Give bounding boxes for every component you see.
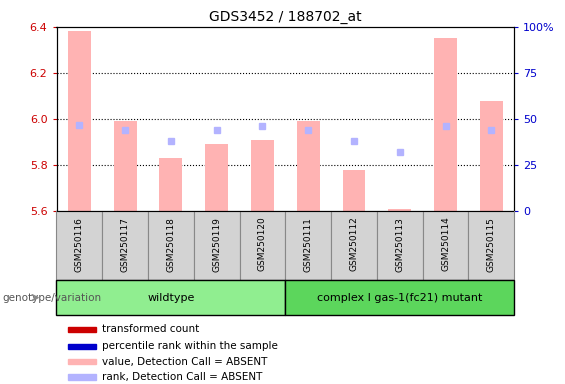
- Text: genotype/variation: genotype/variation: [3, 293, 102, 303]
- Bar: [56, 280, 285, 315]
- Bar: [251, 140, 274, 211]
- Text: rank, Detection Call = ABSENT: rank, Detection Call = ABSENT: [102, 372, 262, 382]
- Bar: [388, 209, 411, 211]
- Bar: [480, 101, 503, 211]
- Bar: [240, 211, 285, 280]
- Text: GSM250119: GSM250119: [212, 217, 221, 271]
- Bar: [468, 211, 514, 280]
- Bar: [68, 344, 96, 349]
- Bar: [194, 211, 240, 280]
- Text: transformed count: transformed count: [102, 324, 199, 334]
- Bar: [285, 211, 331, 280]
- Bar: [297, 121, 320, 211]
- Bar: [377, 211, 423, 280]
- Text: GSM250112: GSM250112: [350, 217, 358, 271]
- Text: value, Detection Call = ABSENT: value, Detection Call = ABSENT: [102, 357, 267, 367]
- Bar: [68, 31, 91, 211]
- Bar: [68, 359, 96, 364]
- Text: GSM250113: GSM250113: [396, 217, 404, 271]
- Title: GDS3452 / 188702_at: GDS3452 / 188702_at: [209, 10, 362, 25]
- Bar: [68, 374, 96, 379]
- Bar: [102, 211, 148, 280]
- Text: complex I gas-1(fc21) mutant: complex I gas-1(fc21) mutant: [317, 293, 483, 303]
- Text: GSM250116: GSM250116: [75, 217, 84, 271]
- Bar: [342, 170, 366, 211]
- Text: GSM250120: GSM250120: [258, 217, 267, 271]
- Bar: [434, 38, 457, 211]
- Text: GSM250111: GSM250111: [304, 217, 312, 271]
- Text: GSM250114: GSM250114: [441, 217, 450, 271]
- Text: GSM250117: GSM250117: [121, 217, 129, 271]
- Bar: [205, 144, 228, 211]
- Text: GSM250115: GSM250115: [487, 217, 496, 271]
- Bar: [285, 280, 514, 315]
- Text: GSM250118: GSM250118: [167, 217, 175, 271]
- Bar: [159, 158, 182, 211]
- Bar: [423, 211, 468, 280]
- Bar: [56, 211, 102, 280]
- Text: wildtype: wildtype: [147, 293, 194, 303]
- Bar: [114, 121, 137, 211]
- Bar: [331, 211, 377, 280]
- Text: percentile rank within the sample: percentile rank within the sample: [102, 341, 277, 351]
- Bar: [148, 211, 194, 280]
- Bar: [68, 327, 96, 332]
